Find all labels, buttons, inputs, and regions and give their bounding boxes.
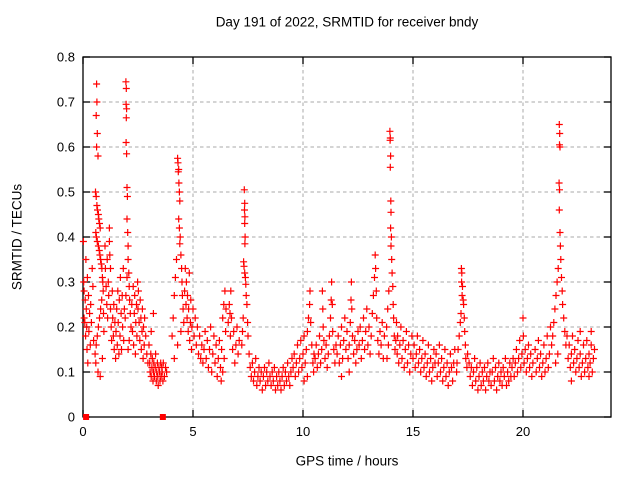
x-tick-label: 15	[406, 424, 420, 439]
data-point-square	[159, 414, 166, 420]
y-tick-label: 0.8	[57, 50, 75, 65]
y-tick-label: 0.7	[57, 95, 75, 110]
x-tick-label: 5	[189, 424, 196, 439]
x-axis-title: GPS time / hours	[295, 453, 399, 469]
y-tick-label: 0.1	[57, 365, 75, 380]
x-tick-label: 20	[516, 424, 530, 439]
data-point-square	[83, 414, 90, 420]
y-tick-label: 0.6	[57, 140, 75, 155]
y-tick-label: 0.3	[57, 275, 75, 290]
data-points-plus	[79, 78, 598, 394]
y-tick-label: 0.5	[57, 185, 75, 200]
y-tick-label: 0.4	[57, 230, 75, 245]
chart-title: Day 191 of 2022, SRMTID for receiver bnd…	[215, 14, 479, 30]
x-tick-label: 0	[79, 424, 86, 439]
y-tick-label: 0.2	[57, 320, 75, 335]
y-tick-label: 0	[68, 410, 75, 425]
x-tick-label: 10	[296, 424, 310, 439]
